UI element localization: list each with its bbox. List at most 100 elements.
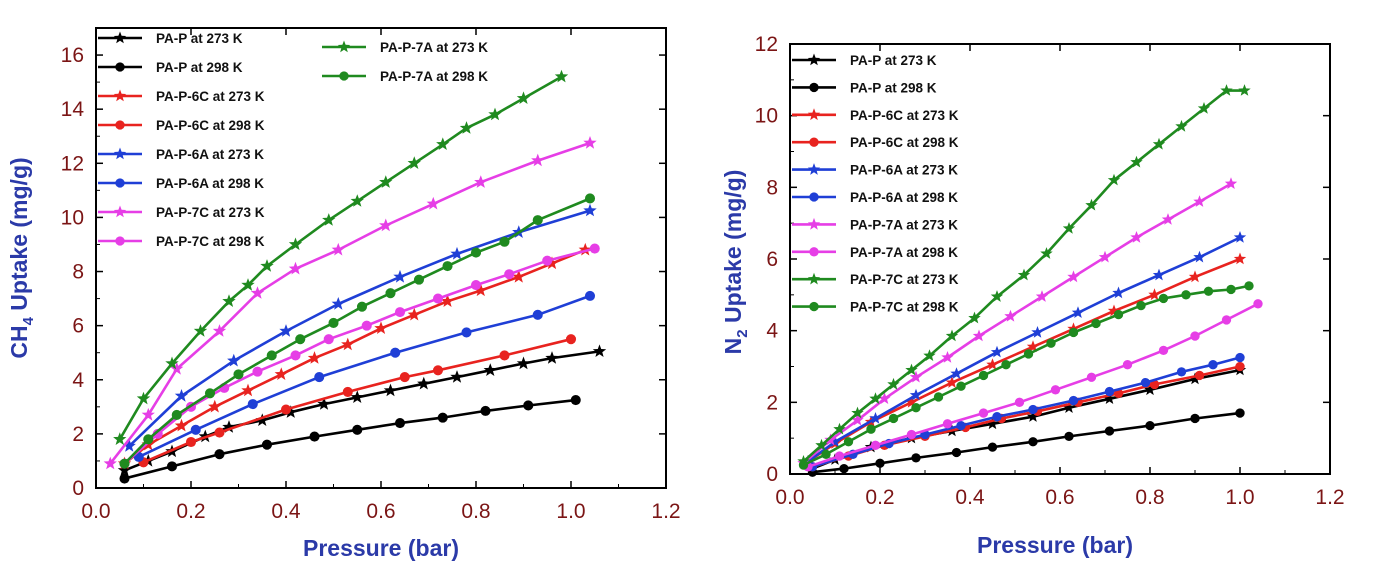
data-point: PA-P-6A at 273 K: (0.64, 7.8) [393, 269, 407, 283]
data-point: PA-P at 298 K: (0.06, 0.35) [119, 473, 130, 484]
data-point: PA-P-7C at 273 K: (0.57, 6.15) [1040, 247, 1053, 259]
data-point: PA-P-6A at 273 K: (0.64, 4.5) [1071, 306, 1085, 318]
data-point: PA-P-7C at 298 K: (0.34, 4.3) [252, 366, 263, 377]
data-point: PA-P-6C at 273 K: (1, 6) [1233, 252, 1247, 265]
data-point: PA-P-7A at 273 K: (0.05, 1.8) [113, 432, 127, 445]
data-point: PA-P-6A at 273 K: (0.4, 5.8) [279, 324, 293, 337]
x-tick-label: 0.0 [775, 486, 804, 509]
series-pa-p-6a-at-298-k: PA-P-6A at 298 K: (0.09, 1.15)PA-P-6A at… [133, 290, 596, 462]
data-point: PA-P-7A at 273 K: (0.84, 13.8) [488, 107, 502, 121]
data-point: PA-P-7A at 298 K: (0.11, 0.5) [834, 451, 845, 461]
data-point: PA-P-7A at 273 K: (0.49, 9.9) [322, 213, 336, 226]
data-point: PA-P-7A at 298 K: (0.62, 7.2) [385, 288, 396, 299]
data-point: PA-P-6A at 298 K: (0.71, 2.3) [1104, 386, 1115, 397]
plot-area: PA-P at 273 K: (0.05, 0.15)PA-P at 273 K… [797, 84, 1263, 477]
data-point: PA-P-6A at 298 K: (0.33, 3.1) [247, 399, 258, 410]
series-pa-p-7a-at-298-k: PA-P-7A at 298 K: (0.06, 0.9) PA-P-7A at … [119, 193, 596, 469]
y-tick-label: 4 [766, 320, 778, 343]
data-point: PA-P-7A at 273 K: (0.63, 5.5) [1067, 270, 1080, 283]
data-point: PA-P-7A at 298 K: (0.51, 2) [1014, 397, 1025, 408]
data-point: PA-P-7A at 298 K: (0.19, 0.8) [870, 440, 881, 451]
data-point: PA-P-7A at 298 K: (0.11, 1.8) [143, 434, 154, 445]
data-point: PA-P-7A at 273 K: (0.32, 7.5) [241, 278, 255, 291]
data-point: PA-P-6C at 273 K: (0.6, 5.9) [374, 321, 388, 334]
data-point: PA-P at 298 K: (0.55, 2.15) [352, 424, 363, 435]
data-point: PA-P-7A at 298 K: (0.75, 3.05) [1122, 360, 1133, 370]
data-point: PA-P-7A at 298 K: (0.74, 8.2) [442, 261, 453, 272]
data-point: PA-P-6C at 298 K: (1, 3) [1235, 361, 1245, 372]
x-tick-label: 0.8 [461, 500, 490, 523]
y-tick-label: 6 [72, 315, 84, 338]
data-point: PA-P at 273 K: (0.54, 1.6) [1026, 410, 1040, 422]
series-pa-p-at-298-k: PA-P at 298 K: (0.06, 0.35) PA-P at 298 K… [119, 395, 581, 484]
data-point: PA-P-6C at 298 K: (1, 5.5) [565, 334, 577, 345]
data-point: PA-P at 298 K: (0.64, 2.4) [394, 418, 406, 429]
data-point: PA-P at 298 K: (0.73, 2.6) [437, 412, 448, 423]
legend-marker [115, 236, 125, 246]
data-point: PA-P at 298 K: (0.71, 1.2) [1104, 426, 1115, 436]
x-tick-label: 0.2 [865, 486, 894, 509]
legend-marker [809, 82, 819, 93]
data-point: PA-P-7C at 273 K: (0.26, 5.8) [212, 324, 227, 337]
series-pa-p-6a-at-298-k: PA-P-6A at 298 K: (0.05, 0.2)PA-P-6A at … [807, 352, 1245, 472]
data-point: PA-P-7A at 273 K: (0.1, 3.3) [136, 391, 151, 405]
y-tick-label: 8 [72, 261, 84, 284]
data-point: PA-P-6C at 298 K: (0.72, 4.35) [432, 365, 444, 376]
legend-marker [115, 62, 125, 72]
legend-label: PA-P-6A at 273 K [156, 147, 264, 162]
data-point: PA-P-6C at 298 K: (0.65, 4.1) [399, 372, 410, 383]
data-point: PA-P-7A at 273 K: (0.09, 0.95) [824, 433, 837, 446]
data-point: PA-P at 273 K: (0.41, 2.8) [284, 405, 298, 418]
data-point: PA-P-7C at 298 K: (0.13, 0.9) [843, 437, 854, 447]
legend-marker [115, 120, 125, 130]
data-point: PA-P at 298 K: (0.54, 0.9) [1028, 437, 1038, 447]
legend-marker [113, 89, 127, 102]
y-axis-label-main: CH [6, 325, 32, 358]
data-point: PA-P-7A at 298 K: (0.67, 2.7) [1086, 372, 1097, 382]
data-point: PA-P-7C at 298 K: (0.8, 7.5) [470, 280, 482, 291]
legend-label: PA-P-6A at 298 K [850, 190, 958, 205]
data-point: PA-P-7C at 273 K: (1.01, 10.7) [1238, 84, 1251, 96]
data-point: PA-P-7C at 273 K: (0.92, 10.2) [1197, 102, 1211, 114]
legend-item: PA-P-6C at 298 K [792, 135, 959, 150]
data-point: PA-P-7C at 298 K: (0.73, 4.45) [1113, 309, 1124, 320]
legend-item: PA-P at 298 K [98, 60, 243, 75]
series-line [138, 294, 591, 459]
legend-marker [113, 31, 127, 44]
legend-label: PA-P-7C at 298 K [850, 300, 959, 315]
data-point: PA-P-7A at 273 K: (0.28, 6.9) [222, 294, 236, 307]
data-point: PA-P-7A at 273 K: (0.73, 12.7) [436, 137, 450, 150]
y-axis-label-rest: Uptake (mg/g) [6, 157, 32, 317]
data-point: PA-P at 273 K: (0.96, 4.8) [545, 351, 559, 364]
data-point: PA-P at 298 K: (1.01, 3.25) [570, 395, 581, 406]
data-point: PA-P at 298 K: (0.2, 0.3) [875, 458, 885, 468]
series-pa-p-7a-at-273-k: PA-P-7A at 273 K: (0.03, 0.3)PA-P-7A at … [797, 177, 1238, 469]
legend-item: PA-P-7A at 273 K [792, 217, 958, 232]
data-point: PA-P-7A at 298 K: (0.86, 9.1) [499, 236, 510, 247]
legend-label: PA-P at 298 K [156, 60, 243, 75]
legend-marker [807, 53, 821, 66]
series-pa-p-6a-at-273-k: PA-P-6A at 273 K: (0.07, 1.55) PA-P-6A at… [122, 203, 597, 452]
data-point: PA-P-7A at 273 K: (0.42, 3.85) [972, 329, 986, 342]
data-point: PA-P-7C at 298 K: (0.57, 6) [361, 320, 372, 331]
y-tick-label: 14 [61, 98, 85, 121]
data-point: PA-P-7A at 298 K: (0.06, 0.9) [119, 458, 130, 469]
data-point: PA-P at 298 K: (0.62, 1.05) [1064, 431, 1074, 442]
data-point: PA-P-6A at 298 K: (0.63, 5) [390, 347, 401, 358]
data-point: PA-P at 273 K: (0.8, 2.35) [1143, 383, 1157, 396]
legend-marker [807, 163, 821, 175]
data-point: PA-P-6C at 273 K: (0.81, 5) [1148, 288, 1161, 301]
y-axis-label: CH4 Uptake (mg/g) [6, 157, 37, 358]
data-point: PA-P-7A at 298 K: (0.83, 3.45) [1158, 345, 1169, 356]
data-point: PA-P-6A at 273 K: (0.51, 6.8) [331, 297, 345, 310]
data-point: PA-P-7C at 273 K: (0.61, 9.7) [379, 218, 393, 232]
data-point: PA-P-7C at 298 K: (1.02, 5.25) [1244, 281, 1254, 291]
y-tick-label: 4 [72, 369, 84, 392]
data-point: PA-P at 298 K: (0.46, 1.9) [309, 431, 320, 442]
data-point: PA-P-6C at 298 K: (0.81, 2.5) [1149, 379, 1160, 390]
data-point: PA-P-7C at 273 K: (0.72, 8.2) [1107, 173, 1121, 186]
data-point: PA-P-7A at 298 K: (1.04, 4.75) [1253, 299, 1263, 309]
data-point: PA-P-6A at 273 K: (0.19, 1.55) [869, 412, 882, 424]
legend-marker [115, 178, 125, 188]
data-point: PA-P-6C at 273 K: (0.81, 7.3) [474, 283, 488, 297]
